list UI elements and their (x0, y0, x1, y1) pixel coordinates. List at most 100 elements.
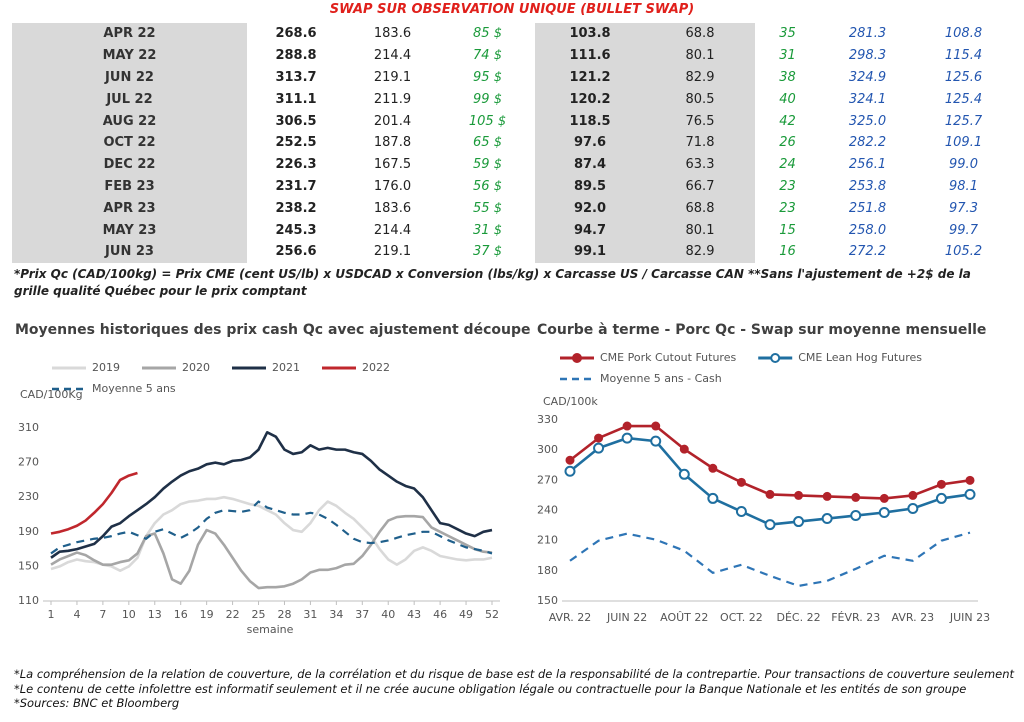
table-cell: 82.9 (645, 240, 755, 263)
series-line (569, 531, 971, 588)
table-cell: MAY 23 (12, 219, 247, 241)
table-cell: 125.7 (944, 113, 983, 129)
data-point (821, 513, 833, 525)
x-tick-label: 31 (303, 608, 317, 621)
table-cell: 111.6 (535, 44, 645, 67)
table-cell: 214.4 (373, 222, 412, 238)
table-cell: JUN 22 (12, 66, 247, 89)
table-cell: MAY 22 (12, 44, 247, 67)
x-tick-label: 16 (174, 608, 188, 621)
table-cell: 23 (779, 178, 796, 194)
table-cell: 121.2 (535, 66, 645, 89)
table-cell: 74 $ (473, 48, 502, 64)
data-point (564, 465, 576, 477)
table-cell: 120.2 (535, 88, 645, 111)
data-point (622, 421, 632, 431)
table-cell: 80.5 (645, 88, 755, 111)
data-point (793, 516, 805, 528)
table-cell: 99.7 (949, 222, 978, 238)
table-cell: 23 (779, 200, 796, 216)
x-tick-label: 49 (459, 608, 473, 621)
table-cell: 68.8 (645, 197, 755, 220)
table-cell: 211.9 (373, 91, 412, 107)
table-cell: 24 (779, 157, 796, 173)
legend-label: Moyenne 5 ans (92, 382, 176, 395)
x-tick-label: 25 (252, 608, 266, 621)
table-cell: 245.3 (275, 222, 317, 238)
data-point (593, 442, 605, 454)
data-point (850, 510, 862, 522)
data-point (794, 490, 804, 500)
table-cell: 268.6 (275, 26, 317, 42)
table-cell: 311.1 (275, 91, 317, 107)
table-cell: 105 $ (468, 113, 507, 129)
table-cell: 324.9 (848, 69, 887, 85)
legend-label: 2021 (272, 361, 300, 374)
data-point (908, 490, 918, 500)
data-point (964, 488, 976, 500)
data-point (879, 493, 889, 503)
table-cell: 183.6 (373, 200, 412, 216)
x-tick-label: 46 (433, 608, 447, 621)
table-cell: 99.0 (949, 157, 978, 173)
table-cell: 92.0 (535, 197, 645, 220)
table-cell: 82.9 (645, 66, 755, 89)
footer-line: *La compréhension de la relation de couv… (14, 667, 1015, 681)
x-tick-label: OCT. 22 (720, 611, 763, 624)
table-cell: 251.8 (848, 200, 887, 216)
table-cell: FEB 23 (12, 175, 247, 198)
data-point (851, 492, 861, 502)
x-tick-label: DÉC. 22 (777, 611, 821, 624)
table-cell: 97.6 (535, 131, 645, 154)
legend-label: CME Lean Hog Futures (798, 351, 922, 364)
table-cell: 103.8 (535, 23, 645, 45)
x-tick-label: 37 (355, 608, 369, 621)
table-cell: 219.1 (373, 69, 412, 85)
x-tick-label: 40 (381, 608, 395, 621)
table-row: JUL 22 311.1 211.9 99 $ 120.2 80.5 40 324.1 125.… (12, 88, 1012, 111)
data-point (878, 507, 890, 519)
table-note: *Prix Qc (CAD/100kg) = Prix CME (cent US… (14, 267, 971, 298)
table-cell: 125.6 (944, 69, 983, 85)
table-cell: 35 (779, 26, 796, 42)
table-cell: 59 $ (473, 157, 502, 173)
data-point (708, 463, 718, 473)
x-tick-label: 10 (122, 608, 136, 621)
swap-table: APR 22 268.6 183.6 85 $103.8 68.8 35 281.3 108.… (12, 23, 1012, 263)
table-cell: 15 (779, 222, 796, 238)
table-cell: 99.1 (535, 240, 645, 263)
table-cell: 272.2 (848, 244, 887, 260)
table-cell: 68.8 (645, 23, 755, 45)
table-cell: 115.4 (944, 48, 983, 64)
y-tick-label: 110 (18, 594, 39, 607)
table-cell: 324.1 (848, 91, 887, 107)
data-point (765, 489, 775, 499)
table-cell: 253.8 (848, 178, 887, 194)
y-tick-label: 330 (537, 413, 558, 426)
legend-label: 2019 (92, 361, 120, 374)
legend-label: CME Pork Cutout Futures (600, 351, 736, 364)
table-cell: 298.3 (848, 48, 887, 64)
table-cell: AUG 22 (12, 110, 247, 132)
table-cell: 281.3 (848, 26, 887, 42)
table-cell: 94.7 (535, 219, 645, 241)
table-row: APR 22 268.6 183.6 85 $ 103.8 68.8 35 281.3 108.… (12, 23, 1012, 45)
table-cell: 55 $ (473, 200, 502, 216)
table-cell: 80.1 (645, 219, 755, 241)
table-cell: 238.2 (275, 200, 317, 216)
table-cell: 26 (779, 135, 796, 151)
x-tick-label: FÉVR. 23 (831, 611, 880, 624)
table-cell: 76.5 (645, 110, 755, 132)
y-axis-label: CAD/100k (543, 395, 598, 408)
table-cell: 226.3 (275, 157, 317, 173)
series-line (50, 500, 493, 555)
chart-title: Courbe à terme - Porc Qc - Swap sur moye… (537, 322, 986, 338)
table-cell: 231.7 (275, 178, 317, 194)
data-point (907, 502, 919, 514)
table-cell: 288.8 (275, 48, 317, 64)
legend-label: 2020 (182, 361, 210, 374)
table-cell: 56 $ (473, 178, 502, 194)
table-cell: 252.5 (275, 135, 317, 151)
table-cell: 183.6 (373, 26, 412, 42)
